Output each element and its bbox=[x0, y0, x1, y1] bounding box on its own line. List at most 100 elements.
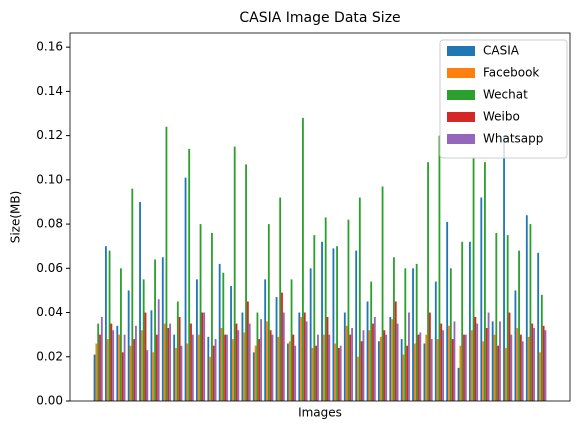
bar bbox=[288, 341, 291, 401]
legend-swatch bbox=[447, 46, 475, 56]
bar bbox=[349, 334, 352, 401]
bar bbox=[337, 347, 340, 401]
bar bbox=[290, 279, 293, 401]
bar bbox=[315, 345, 318, 401]
y-tick-label: 0.02 bbox=[36, 349, 63, 363]
legend-label: Facebook bbox=[483, 66, 539, 80]
bar bbox=[459, 345, 462, 401]
bar bbox=[178, 316, 181, 401]
bar bbox=[209, 356, 212, 401]
bar bbox=[100, 316, 103, 401]
bar bbox=[300, 316, 303, 401]
bar bbox=[281, 292, 283, 401]
bar bbox=[163, 323, 166, 401]
bar bbox=[480, 197, 483, 401]
bar bbox=[438, 135, 441, 401]
bar bbox=[184, 177, 187, 401]
bar bbox=[165, 126, 168, 402]
bar bbox=[495, 232, 498, 401]
bar bbox=[510, 334, 513, 401]
bar bbox=[497, 345, 500, 401]
bar bbox=[334, 343, 337, 401]
bar bbox=[412, 268, 414, 401]
bar bbox=[482, 341, 485, 401]
bar bbox=[127, 290, 130, 401]
bar bbox=[521, 341, 524, 401]
legend-label: CASIA bbox=[483, 44, 520, 58]
bar bbox=[402, 354, 405, 401]
bar bbox=[427, 162, 429, 401]
chart-title: CASIA Image Data Size bbox=[239, 10, 400, 26]
bar bbox=[463, 334, 465, 401]
bar bbox=[246, 301, 249, 401]
bar bbox=[237, 330, 240, 401]
bar bbox=[277, 336, 280, 401]
bar bbox=[196, 279, 198, 401]
bar bbox=[135, 325, 137, 401]
bar bbox=[254, 345, 257, 401]
bar bbox=[116, 325, 119, 401]
bar bbox=[461, 241, 464, 401]
y-axis-label: Size(MB) bbox=[9, 191, 23, 244]
bar bbox=[235, 323, 238, 401]
bar bbox=[472, 157, 475, 401]
bar bbox=[275, 297, 278, 401]
bar bbox=[260, 319, 262, 401]
bar bbox=[95, 343, 98, 401]
bar bbox=[504, 347, 507, 401]
bar bbox=[264, 279, 267, 401]
bar bbox=[360, 341, 363, 401]
bar bbox=[537, 252, 540, 401]
legend-swatch bbox=[447, 90, 475, 100]
bar bbox=[413, 343, 416, 401]
bar bbox=[282, 312, 285, 401]
legend-label: Whatsapp bbox=[483, 132, 543, 146]
y-tick-label: 0.06 bbox=[36, 261, 63, 275]
bar bbox=[188, 148, 191, 401]
bar bbox=[243, 332, 246, 401]
bar bbox=[529, 224, 532, 401]
bar bbox=[191, 334, 194, 401]
bar bbox=[279, 197, 282, 401]
bar bbox=[131, 188, 134, 401]
bar bbox=[446, 221, 449, 401]
bar bbox=[542, 325, 545, 401]
bar bbox=[150, 310, 153, 401]
bar bbox=[97, 323, 100, 401]
bar bbox=[106, 339, 109, 401]
bar bbox=[99, 334, 101, 401]
bar bbox=[152, 352, 155, 401]
bar bbox=[207, 336, 210, 401]
y-tick-label: 0.04 bbox=[36, 305, 63, 319]
bar bbox=[110, 323, 113, 401]
bar bbox=[442, 330, 444, 401]
bar bbox=[525, 215, 528, 401]
bar bbox=[434, 281, 437, 401]
bar bbox=[222, 272, 225, 401]
axes-frame bbox=[69, 32, 571, 402]
bar bbox=[493, 334, 496, 401]
bar bbox=[372, 323, 374, 401]
bar bbox=[220, 328, 223, 401]
bar bbox=[167, 328, 170, 401]
bar bbox=[269, 330, 272, 401]
bar bbox=[343, 312, 346, 401]
bar bbox=[108, 250, 111, 401]
bar bbox=[345, 325, 348, 401]
bar bbox=[226, 334, 228, 401]
bar bbox=[385, 334, 388, 401]
bar bbox=[311, 347, 314, 401]
bar bbox=[157, 299, 160, 401]
bar bbox=[146, 350, 149, 401]
bar bbox=[499, 321, 501, 401]
y-tick-label: 0.12 bbox=[36, 128, 63, 142]
bar bbox=[396, 323, 399, 401]
bar bbox=[176, 301, 179, 401]
bar bbox=[362, 330, 365, 401]
bar bbox=[339, 345, 342, 401]
bar bbox=[218, 263, 221, 401]
bar bbox=[448, 325, 450, 401]
bar bbox=[400, 339, 403, 401]
bar bbox=[527, 336, 530, 401]
bar bbox=[491, 321, 494, 401]
